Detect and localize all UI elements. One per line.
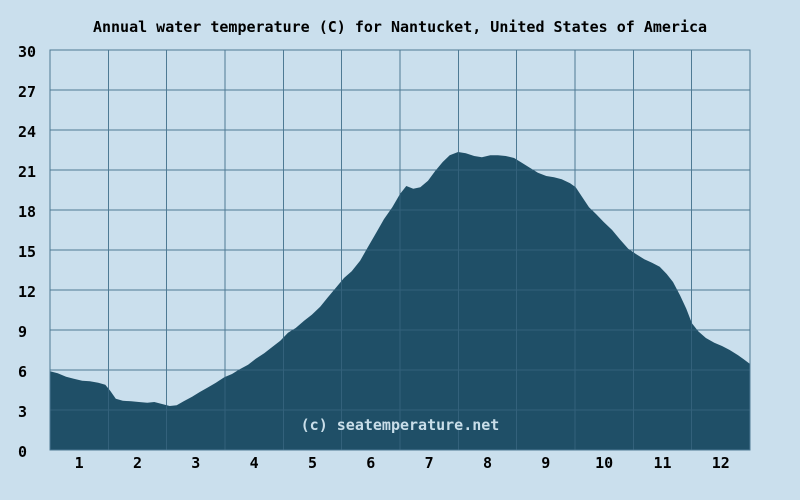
y-tick-label: 24 bbox=[18, 123, 36, 141]
x-tick-label: 7 bbox=[425, 454, 434, 472]
x-tick-label: 5 bbox=[308, 454, 317, 472]
x-tick-label: 11 bbox=[653, 454, 671, 472]
x-tick-label: 8 bbox=[483, 454, 492, 472]
y-tick-label: 3 bbox=[18, 403, 27, 421]
x-tick-label: 10 bbox=[595, 454, 613, 472]
y-tick-label: 27 bbox=[18, 83, 36, 101]
x-axis-tick-labels: 1 2 3 4 5 6 7 8 9 10 11 12 bbox=[75, 454, 730, 472]
x-tick-label: 2 bbox=[133, 454, 142, 472]
y-tick-label: 21 bbox=[18, 163, 36, 181]
chart-title: Annual water temperature (C) for Nantuck… bbox=[93, 18, 707, 36]
watermark-text: (c) seatemperature.net bbox=[301, 416, 500, 434]
x-tick-label: 4 bbox=[250, 454, 259, 472]
y-tick-label: 30 bbox=[18, 43, 36, 61]
y-tick-label: 6 bbox=[18, 363, 27, 381]
y-tick-label: 0 bbox=[18, 443, 27, 461]
plot-border bbox=[49, 49, 751, 451]
y-tick-label: 15 bbox=[18, 243, 36, 261]
y-tick-label: 9 bbox=[18, 323, 27, 341]
x-tick-label: 9 bbox=[541, 454, 550, 472]
y-tick-label: 12 bbox=[18, 283, 36, 301]
y-tick-label: 18 bbox=[18, 203, 36, 221]
x-tick-label: 12 bbox=[712, 454, 730, 472]
x-tick-label: 6 bbox=[366, 454, 375, 472]
x-tick-label: 3 bbox=[191, 454, 200, 472]
x-tick-label: 1 bbox=[75, 454, 84, 472]
